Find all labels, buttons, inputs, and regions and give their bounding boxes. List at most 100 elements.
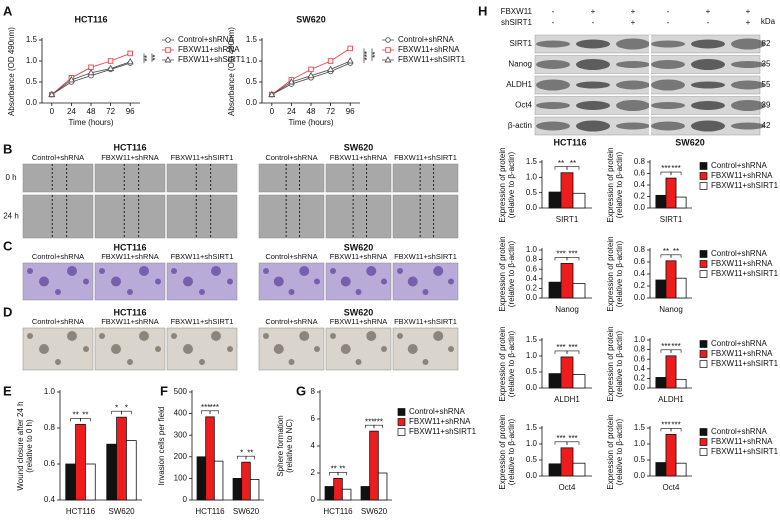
y-tick-label: 0.8	[634, 157, 646, 166]
legend-swatch	[699, 350, 708, 358]
cell-blob	[355, 359, 362, 365]
panel-label: A	[3, 3, 13, 18]
y-axis-label: Expression of protein	[606, 236, 615, 311]
y-tick-label: 400	[174, 409, 188, 418]
y-tick-label: 6	[311, 414, 316, 423]
sig-bracket	[566, 166, 580, 170]
micrograph	[22, 163, 94, 193]
y-tick-label: 0.5	[634, 455, 646, 464]
sig-annotation: ***	[671, 164, 680, 173]
bar	[572, 192, 586, 209]
y-axis-label: (relative to β-actin)	[615, 330, 624, 397]
bar	[572, 462, 586, 477]
y-axis-label: (relative to NC)	[285, 419, 294, 473]
cell-blob	[27, 268, 33, 274]
bar	[548, 191, 562, 209]
sig-bracket	[121, 410, 132, 415]
y-tick-label: 1.0	[526, 439, 538, 448]
bar	[560, 172, 574, 209]
protein-label: Nanog	[508, 60, 532, 69]
y-tick-label: 1.5	[526, 423, 538, 432]
cell-blob	[340, 276, 351, 287]
cell-blob	[397, 333, 403, 339]
cell-blob	[99, 333, 105, 339]
blot-band	[651, 79, 685, 91]
bar	[548, 373, 562, 389]
y-tick-label: 1.5	[526, 335, 538, 344]
kda-label: 35	[762, 60, 771, 69]
y-tick-label: 500	[174, 387, 188, 396]
legend-label: FBXW11+shSIRT1	[711, 269, 779, 278]
cell-blob	[422, 289, 429, 295]
x-tick-label: 72	[326, 107, 335, 116]
y-tick-label: 1.0	[526, 245, 538, 254]
condition-mark: +	[746, 18, 751, 27]
chart-title: SW620	[296, 14, 326, 24]
cell-blob	[227, 278, 233, 285]
legend-label: FBXW11+shRNA	[711, 171, 773, 180]
cell-blob	[299, 266, 310, 276]
sig-annotation: ***	[568, 250, 577, 259]
sig-bracket	[80, 418, 91, 422]
y-tick-label: 0.5	[526, 455, 538, 464]
micrograph	[258, 194, 325, 239]
blot-band	[651, 40, 685, 48]
cell-blob	[139, 331, 149, 341]
sig-annotation: **	[331, 465, 337, 474]
sig-bracket	[670, 428, 682, 432]
legend-swatch	[699, 250, 708, 258]
bar	[675, 277, 687, 299]
column-label: Control+shRNA	[265, 252, 317, 261]
panel-label: H	[478, 3, 487, 18]
blot-band	[651, 60, 685, 69]
sig-annotation: **	[371, 52, 380, 58]
y-tick-label: 0.8	[634, 245, 646, 254]
x-tick-label: 96	[126, 107, 135, 116]
y-tick-label: 1.0	[634, 439, 646, 448]
sig-annotation: ***	[661, 342, 670, 351]
cell-blob	[366, 266, 377, 276]
x-tick-label: Oct4	[663, 483, 680, 492]
y-tick-label: 1.0	[26, 56, 38, 65]
bar	[665, 177, 677, 209]
cell-blob	[67, 266, 77, 276]
bar	[341, 488, 352, 501]
kda-label: 39	[762, 101, 771, 110]
bar	[560, 263, 574, 299]
sig-annotation: **	[151, 55, 160, 61]
micrograph	[166, 163, 238, 193]
cell-blob	[211, 331, 221, 341]
panel-label: E	[3, 383, 12, 398]
marker	[384, 56, 392, 63]
condition-mark: -	[552, 7, 555, 16]
cell-line-title: HCT116	[553, 137, 586, 147]
cell-blob	[314, 346, 320, 352]
blot-band	[731, 80, 765, 90]
y-tick-label: 8	[311, 387, 316, 396]
x-tick-label: 0	[50, 107, 55, 116]
blot-band	[731, 38, 765, 50]
blot-band	[651, 121, 685, 131]
marker	[385, 37, 391, 43]
y-axis-label: (relative to 0 h)	[25, 419, 34, 473]
x-tick-label: SW620	[108, 507, 135, 516]
y-tick-label: 0.2	[634, 281, 646, 290]
cell-blob	[139, 266, 149, 276]
legend-label: FBXW11+shSIRT1	[711, 359, 779, 368]
micrograph	[94, 194, 166, 239]
marker	[87, 68, 95, 76]
cell-blob	[55, 289, 61, 295]
y-tick-label: 0.2	[526, 284, 538, 293]
sig-bracket	[670, 254, 682, 258]
cell-blob	[330, 333, 336, 339]
cell-blob	[422, 359, 429, 365]
cell-line-title: SW620	[675, 137, 705, 147]
x-tick-label: 96	[346, 107, 355, 116]
condition-label: shSIRT1	[501, 18, 533, 27]
panel-label: G	[296, 383, 306, 398]
cell-blob	[227, 346, 233, 352]
marker	[346, 57, 354, 64]
blot-band	[536, 79, 570, 91]
marker	[347, 45, 353, 52]
